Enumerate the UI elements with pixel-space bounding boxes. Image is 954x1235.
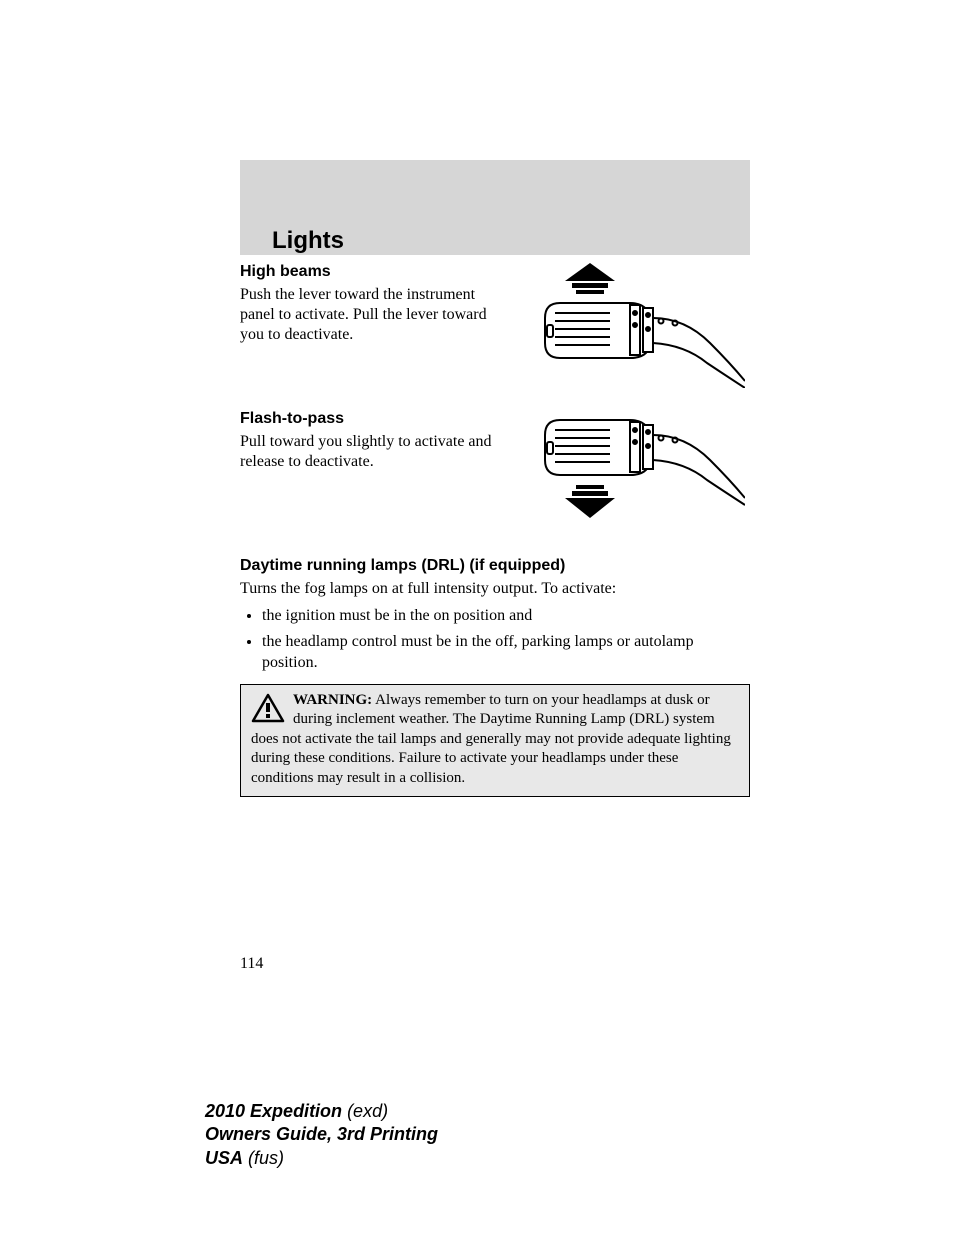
footer-region-code: (fus) bbox=[243, 1148, 284, 1168]
content-area: High beams Push the lever toward the ins… bbox=[240, 263, 750, 797]
page-number: 114 bbox=[240, 955, 263, 973]
warning-box: WARNING: Always remember to turn on your… bbox=[240, 684, 750, 798]
footer: 2010 Expedition (exd) Owners Guide, 3rd … bbox=[205, 1100, 438, 1170]
footer-model: 2010 Expedition bbox=[205, 1101, 342, 1121]
subheading-high-beams: High beams bbox=[240, 263, 500, 281]
section-title: Lights bbox=[272, 227, 344, 255]
list-item: the headlamp control must be in the off,… bbox=[262, 631, 750, 674]
section-drl: Daytime running lamps (DRL) (if equipped… bbox=[240, 557, 750, 797]
section-flash-to-pass: Flash-to-pass Pull toward you slightly t… bbox=[240, 410, 750, 535]
footer-region: USA bbox=[205, 1148, 243, 1168]
footer-model-code: (exd) bbox=[342, 1101, 388, 1121]
text-flash-to-pass: Pull toward you slightly to activate and… bbox=[240, 432, 500, 472]
list-item: the ignition must be in the on position … bbox=[262, 605, 750, 627]
warning-label: WARNING: bbox=[293, 692, 372, 708]
text-drl: Turns the fog lamps on at full intensity… bbox=[240, 579, 750, 599]
figure-lever-up bbox=[535, 263, 745, 388]
subheading-flash-to-pass: Flash-to-pass bbox=[240, 410, 500, 428]
manual-page: Lights High beams Push the lever toward … bbox=[0, 0, 954, 1235]
subheading-drl: Daytime running lamps (DRL) (if equipped… bbox=[240, 557, 750, 575]
drl-bullet-list: the ignition must be in the on position … bbox=[240, 605, 750, 674]
text-high-beams: Push the lever toward the instrument pan… bbox=[240, 285, 500, 345]
figure-lever-down bbox=[535, 410, 745, 535]
warning-icon bbox=[251, 693, 285, 723]
section-high-beams: High beams Push the lever toward the ins… bbox=[240, 263, 750, 388]
footer-guide: Owners Guide, 3rd Printing bbox=[205, 1124, 438, 1144]
